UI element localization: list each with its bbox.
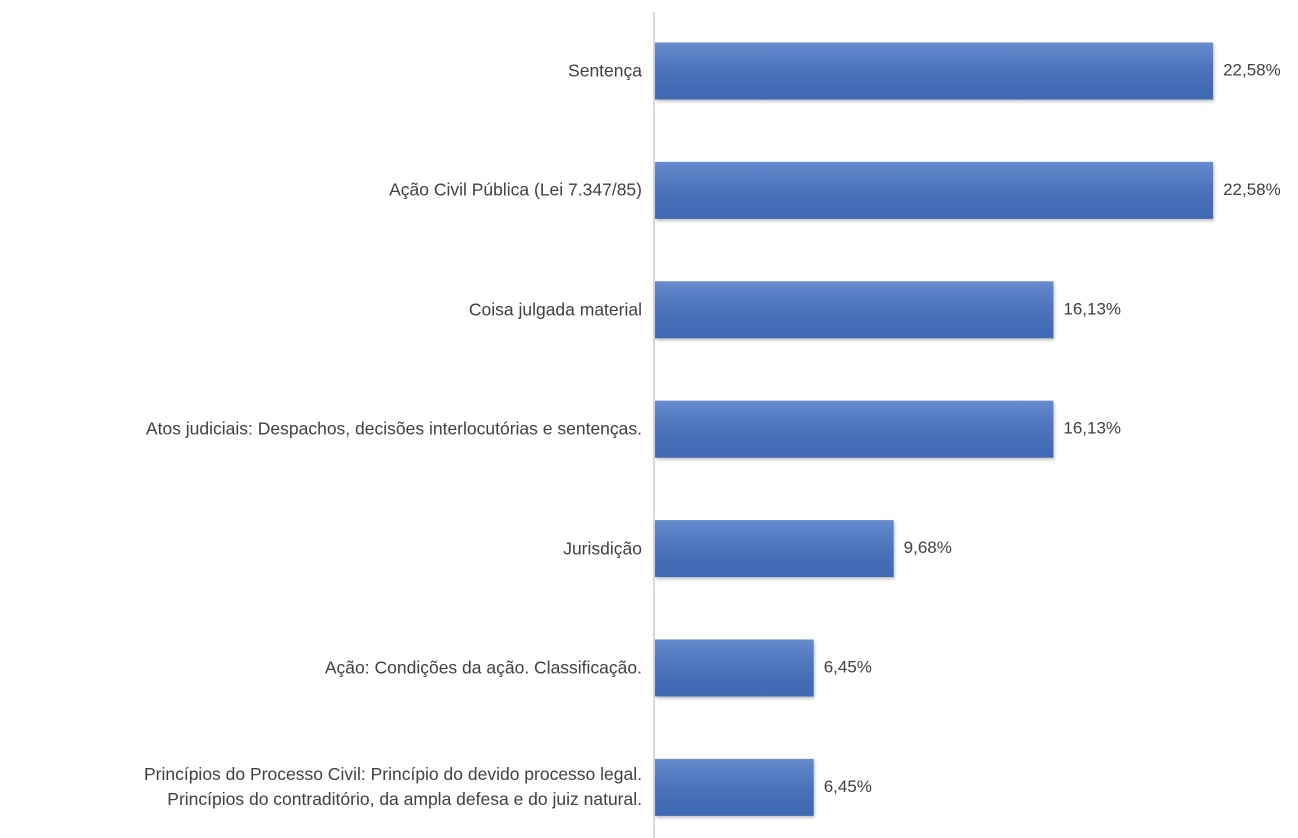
bar	[655, 758, 814, 816]
category-label: Ação Civil Pública (Lei 7.347/85)	[389, 179, 642, 200]
bar	[655, 281, 1054, 339]
bar	[655, 520, 894, 578]
category-label: Atos judiciais: Despachos, decisões inte…	[145, 418, 642, 439]
value-label: 22,58%	[1223, 180, 1281, 199]
category-label: Princípios do Processo Civil: Princípio …	[143, 764, 642, 810]
bar	[655, 161, 1214, 219]
bar	[655, 400, 1054, 458]
value-label: 16,13%	[1063, 299, 1121, 318]
bar	[655, 42, 1214, 100]
category-label: Coisa julgada material	[468, 299, 642, 320]
value-label: 9,68%	[904, 538, 952, 557]
value-label: 6,45%	[824, 777, 872, 796]
value-label: 6,45%	[824, 657, 872, 676]
value-label: 16,13%	[1063, 419, 1121, 438]
category-label: Jurisdição	[563, 538, 642, 559]
category-label: Ação: Condições da ação. Classificação.	[324, 657, 642, 678]
category-label: Sentença	[568, 60, 642, 81]
value-label: 22,58%	[1223, 60, 1281, 79]
bar	[655, 639, 814, 697]
